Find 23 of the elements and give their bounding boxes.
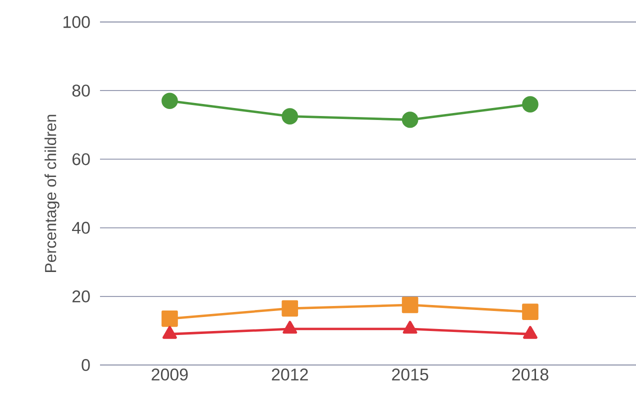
point [162,310,178,327]
y-axis-title: Percentage of children [44,114,60,272]
x-tick-label: 2012 [272,368,308,381]
point [162,326,177,339]
point [402,320,418,334]
point [402,112,418,128]
y-tick-label: 100 [64,16,90,28]
x-tick-label: 2015 [392,368,428,381]
x-tick-label: 2018 [512,368,548,381]
point [522,304,538,320]
point [282,108,298,124]
x-tick-label: 2009 [152,368,188,381]
point [282,300,298,317]
y-tick-label: 0 [82,359,90,372]
y-tick-label: 20 [72,290,90,302]
point [402,296,418,314]
y-tick-label: 80 [72,84,90,97]
point [522,96,538,112]
point [162,92,178,110]
point [523,326,538,339]
y-tick-label: 60 [72,153,90,166]
point [282,320,298,334]
y-tick-label: 40 [72,222,90,234]
